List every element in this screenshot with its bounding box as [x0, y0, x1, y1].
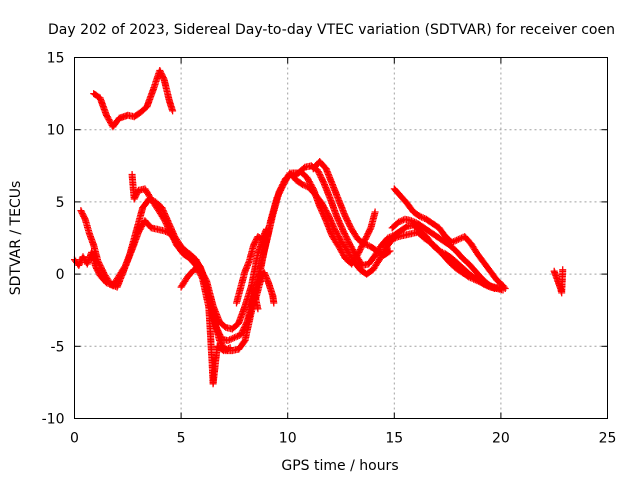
x-tick-label: 5: [177, 431, 186, 447]
series-s13-markers: [550, 266, 567, 297]
series-s3-markers: [77, 169, 505, 355]
y-tick-label: 5: [56, 195, 65, 211]
x-tick-label: 25: [599, 431, 617, 447]
series-s1: [90, 67, 177, 131]
series-s9-markers: [290, 168, 379, 268]
y-tick-label: 10: [47, 123, 65, 139]
series-s11: [390, 185, 509, 292]
series-s9: [290, 168, 379, 268]
series-s3: [77, 169, 505, 355]
y-tick-label: 15: [47, 51, 65, 67]
y-tick-labels: -10 -5 0 5 10 15: [42, 51, 65, 428]
plot-frame: [74, 57, 608, 419]
series-s6-markers: [233, 225, 270, 307]
series-s12-markers: [388, 215, 498, 292]
series-s5: [177, 233, 268, 333]
series-s5-markers: [177, 233, 268, 333]
series-s13: [550, 266, 567, 297]
y-tick-label: -10: [42, 412, 65, 428]
x-tick-label: 15: [385, 431, 403, 447]
data-series: [71, 67, 567, 388]
series-s11-markers: [390, 185, 509, 292]
series-s1-markers: [90, 67, 177, 131]
x-axis-label: GPS time / hours: [281, 458, 398, 474]
x-tick-labels: 0 5 10 15 20 25: [70, 431, 616, 447]
series-s12: [388, 215, 498, 292]
series-s8-markers: [245, 285, 262, 321]
x-tick-label: 20: [492, 431, 510, 447]
series-s10-markers: [309, 158, 394, 259]
series-s10: [309, 158, 394, 259]
y-axis-label: SDTVAR / TECUs: [8, 181, 24, 296]
x-tick-label: 10: [279, 431, 297, 447]
y-tick-label: 0: [56, 267, 65, 283]
series-s8: [245, 285, 262, 321]
x-tick-label: 0: [70, 431, 79, 447]
series-s6: [233, 225, 270, 307]
chart-title: Day 202 of 2023, Sidereal Day-to-day VTE…: [48, 22, 615, 38]
y-tick-label: -5: [51, 339, 65, 355]
